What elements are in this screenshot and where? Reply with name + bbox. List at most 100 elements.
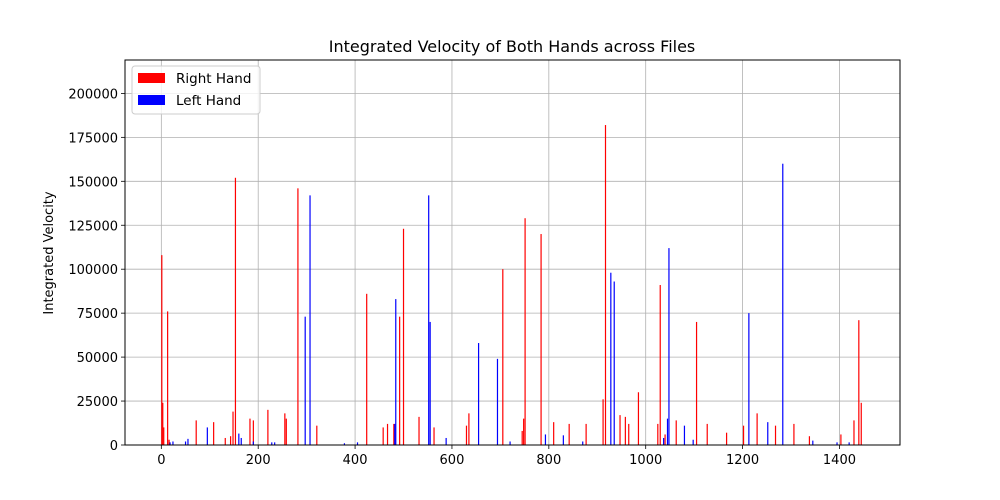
y-tick-label: 150000	[68, 175, 118, 190]
chart-title: Integrated Velocity of Both Hands across…	[329, 37, 696, 56]
bar-left-hand	[187, 438, 189, 445]
y-tick-label: 100000	[68, 263, 118, 278]
bar-right-hand	[163, 427, 165, 445]
bar-left-hand	[748, 313, 750, 445]
bar-right-hand	[521, 430, 523, 445]
bar-left-hand	[836, 442, 838, 445]
bar-left-hand	[666, 418, 669, 445]
bar-left-hand	[238, 433, 240, 445]
bar-right-hand	[619, 415, 621, 445]
bar-right-hand	[366, 293, 368, 445]
bar-right-hand	[267, 409, 269, 445]
bar-left-hand	[356, 442, 359, 445]
bar-right-hand	[232, 411, 234, 445]
bar-right-hand	[725, 432, 728, 445]
bar-right-hand	[853, 420, 855, 445]
bar-right-hand	[637, 392, 640, 445]
bar-left-hand	[782, 163, 784, 445]
bar-right-hand	[568, 423, 570, 445]
bar-right-hand	[195, 420, 197, 445]
bar-right-hand	[657, 423, 659, 445]
bar-right-hand	[706, 423, 708, 445]
bar-right-hand	[465, 425, 468, 445]
bar-right-hand	[382, 427, 384, 445]
bar-left-hand	[309, 195, 311, 445]
bar-right-hand	[284, 413, 286, 445]
x-tick-label: 800	[536, 453, 561, 468]
bar-right-hand	[502, 269, 504, 445]
bar-right-hand	[664, 434, 666, 445]
bar-right-hand	[433, 427, 435, 445]
bar-left-hand	[544, 434, 547, 445]
bar-left-hand	[683, 425, 686, 445]
bar-left-hand	[184, 441, 187, 445]
bar-left-hand	[169, 442, 171, 445]
bar-left-hand	[812, 440, 814, 445]
x-tick-label: 200	[246, 453, 271, 468]
bar-right-hand	[585, 423, 587, 445]
bar-right-hand	[602, 399, 604, 445]
bar-right-hand	[858, 320, 860, 445]
bar-right-hand	[224, 437, 226, 445]
bar-left-hand	[767, 422, 769, 445]
bar-left-hand	[562, 435, 564, 445]
bar-left-hand	[271, 442, 273, 445]
bar-right-hand	[393, 423, 395, 445]
bar-right-hand	[808, 436, 811, 445]
legend-swatch-right-hand	[138, 73, 165, 83]
y-tick-label: 200000	[68, 87, 118, 102]
bar-right-hand	[213, 422, 215, 445]
bar-left-hand	[668, 248, 670, 445]
bar-right-hand	[540, 234, 542, 445]
x-tick-label: 1000	[629, 453, 662, 468]
bar-right-hand	[249, 418, 251, 445]
bar-right-hand	[285, 418, 287, 445]
y-axis-label: Integrated Velocity	[42, 191, 57, 315]
bar-left-hand	[613, 281, 615, 445]
bar-right-hand	[624, 416, 626, 445]
bars-layer	[161, 125, 862, 446]
bar-right-hand	[161, 255, 163, 445]
bar-left-hand	[172, 441, 174, 445]
legend-label-right-hand: Right Hand	[176, 71, 251, 87]
bar-right-hand	[659, 285, 661, 445]
bar-left-hand	[610, 272, 612, 445]
y-tick-label: 75000	[77, 307, 118, 322]
x-tick-label: 400	[343, 453, 368, 468]
bar-left-hand	[663, 437, 665, 445]
bar-left-hand	[692, 439, 694, 445]
bar-left-hand	[848, 442, 850, 445]
bar-left-hand	[240, 437, 242, 445]
bar-left-hand	[496, 358, 499, 445]
y-tick-label: 175000	[68, 131, 118, 146]
bar-left-hand	[304, 316, 306, 445]
bar-left-hand	[252, 441, 254, 445]
y-tick-label: 50000	[77, 351, 118, 366]
x-tick-label: 1400	[823, 453, 856, 468]
bar-right-hand	[628, 423, 630, 445]
bar-right-hand	[860, 402, 862, 445]
bar-left-hand	[394, 423, 396, 445]
bar-left-hand	[274, 442, 276, 445]
bar-right-hand	[774, 425, 777, 445]
y-tick-label: 0	[110, 439, 118, 454]
legend-label-left-hand: Left Hand	[176, 93, 241, 109]
bar-right-hand	[168, 439, 170, 445]
bar-right-hand	[840, 434, 842, 445]
bar-right-hand	[793, 423, 795, 445]
bar-left-hand	[582, 441, 584, 445]
bar-left-hand	[445, 437, 447, 445]
bar-left-hand	[206, 427, 208, 445]
bar-left-hand	[395, 299, 397, 445]
bar-right-hand	[468, 413, 470, 445]
bar-right-hand	[229, 436, 232, 445]
axis-ticks: 0 200 400 600 800 1000 1200 1400 0 25000 50000 7500…	[68, 87, 856, 468]
bar-right-hand	[252, 420, 254, 445]
bar-right-hand	[402, 228, 405, 445]
legend: Right Hand Left Hand	[131, 65, 261, 115]
bar-left-hand	[477, 343, 480, 445]
y-tick-label: 25000	[77, 395, 118, 410]
bar-right-hand	[167, 311, 169, 445]
bar-left-hand	[428, 195, 430, 445]
